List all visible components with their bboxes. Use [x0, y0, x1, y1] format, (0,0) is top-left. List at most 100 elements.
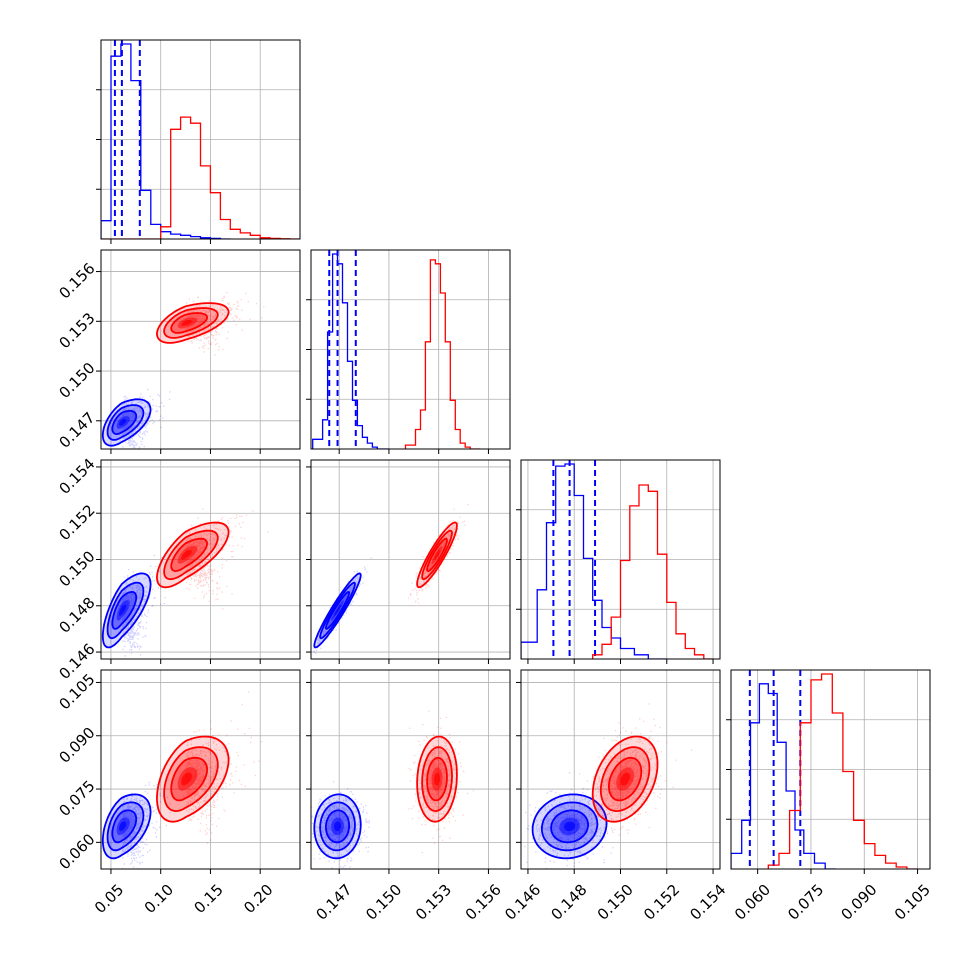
contour-red	[416, 521, 458, 589]
panel-grid	[96, 40, 300, 244]
histogram-blue	[101, 43, 231, 239]
contour-blue	[101, 398, 152, 447]
panel-grid	[96, 460, 300, 664]
contour-blue	[324, 591, 350, 630]
contour-blue	[313, 793, 362, 860]
histogram-red	[101, 116, 300, 239]
panel-grid	[96, 670, 300, 874]
y-tick-label: 0.153	[55, 309, 98, 352]
contour-red	[421, 746, 453, 813]
contour-red	[163, 307, 219, 339]
histogram-red	[767, 673, 918, 869]
density-level	[434, 550, 440, 560]
contour-blue	[106, 404, 145, 441]
contour-red	[163, 529, 219, 581]
density-level	[334, 821, 341, 832]
density-level	[119, 821, 127, 832]
contour-red	[591, 735, 659, 823]
x-tick-label: 0.156	[462, 881, 505, 924]
panel-grid	[306, 670, 510, 874]
contour-blue	[106, 581, 145, 640]
y-tick-label: 0.090	[55, 724, 98, 767]
x-tick-label: 0.10	[141, 881, 177, 917]
scatter-panel	[101, 691, 263, 869]
x-tick-label: 0.153	[412, 881, 455, 924]
contour-blue	[319, 801, 356, 852]
contour-blue	[324, 809, 350, 844]
y-tick-label: 0.150	[55, 359, 98, 402]
x-tick-label: 0.090	[838, 881, 881, 924]
density-level	[564, 821, 576, 832]
density-level	[181, 772, 192, 786]
panel-frame	[100, 39, 301, 240]
density-level	[119, 604, 127, 616]
contour-red	[599, 746, 651, 813]
panel-frame	[730, 669, 931, 870]
y-tick-label: 0.156	[55, 259, 98, 302]
histogram-red	[404, 259, 481, 449]
contour-red	[426, 756, 448, 802]
scatter-blue	[121, 389, 171, 449]
x-tick-label: 0.152	[640, 881, 683, 924]
contour-blue	[111, 410, 138, 436]
histogram-blue	[521, 463, 667, 659]
panel-grid	[96, 250, 300, 454]
scatter-blue	[121, 554, 174, 657]
contour-red	[163, 746, 219, 813]
x-tick-label: 0.148	[547, 881, 590, 924]
y-tick-label: 0.150	[55, 547, 98, 590]
panel-frame	[100, 459, 301, 660]
x-tick-label: 0.150	[362, 881, 405, 924]
y-tick-label: 0.148	[55, 594, 98, 637]
scatter-red	[185, 691, 263, 844]
contour-blue	[550, 809, 590, 844]
y-tick-label: 0.075	[55, 777, 98, 820]
contour-blue	[101, 572, 152, 649]
x-tick-label: 0.105	[891, 881, 934, 924]
histogram-blue	[312, 253, 389, 449]
x-tick-label: 0.154	[686, 881, 729, 924]
panel-frame	[520, 669, 721, 870]
density-level	[434, 772, 440, 786]
density-level	[119, 419, 127, 426]
contour-red	[416, 735, 458, 823]
panel-frame	[310, 249, 511, 450]
contour-red	[170, 312, 209, 334]
panel-frame	[310, 459, 511, 660]
x-tick-label: 0.075	[784, 881, 827, 924]
panel-frame	[520, 459, 721, 660]
y-tick-label: 0.147	[55, 409, 98, 452]
contour-blue	[111, 590, 138, 630]
density-level	[620, 772, 630, 786]
contour-red	[426, 537, 448, 573]
scatter-red	[185, 508, 269, 610]
y-tick-label: 0.152	[55, 501, 98, 544]
x-tick-label: 0.146	[501, 881, 544, 924]
contour-blue	[319, 581, 356, 640]
contour-red	[170, 537, 209, 573]
panel-frame	[100, 669, 301, 870]
contour-red	[155, 521, 230, 589]
x-tick-label: 0.150	[594, 881, 637, 924]
x-tick-label: 0.060	[731, 881, 774, 924]
contour-blue	[531, 793, 608, 860]
contour-blue	[313, 572, 362, 649]
panel-frame	[100, 249, 301, 450]
panel-grid	[516, 670, 720, 874]
density-level	[334, 604, 341, 616]
contour-blue	[111, 809, 138, 844]
contour-red	[155, 302, 230, 344]
y-tick-label: 0.146	[55, 640, 98, 683]
scatter-panel	[311, 504, 469, 655]
contour-red	[607, 756, 643, 802]
scatter-panel	[101, 291, 265, 449]
panel-grid	[306, 460, 510, 664]
contour-red	[170, 756, 209, 802]
contour-blue	[540, 801, 599, 852]
density-level	[181, 320, 192, 326]
x-tick-label: 0.20	[240, 881, 276, 917]
scatter-panel	[101, 508, 269, 657]
panel-frame	[310, 669, 511, 870]
x-tick-label: 0.05	[91, 881, 127, 917]
